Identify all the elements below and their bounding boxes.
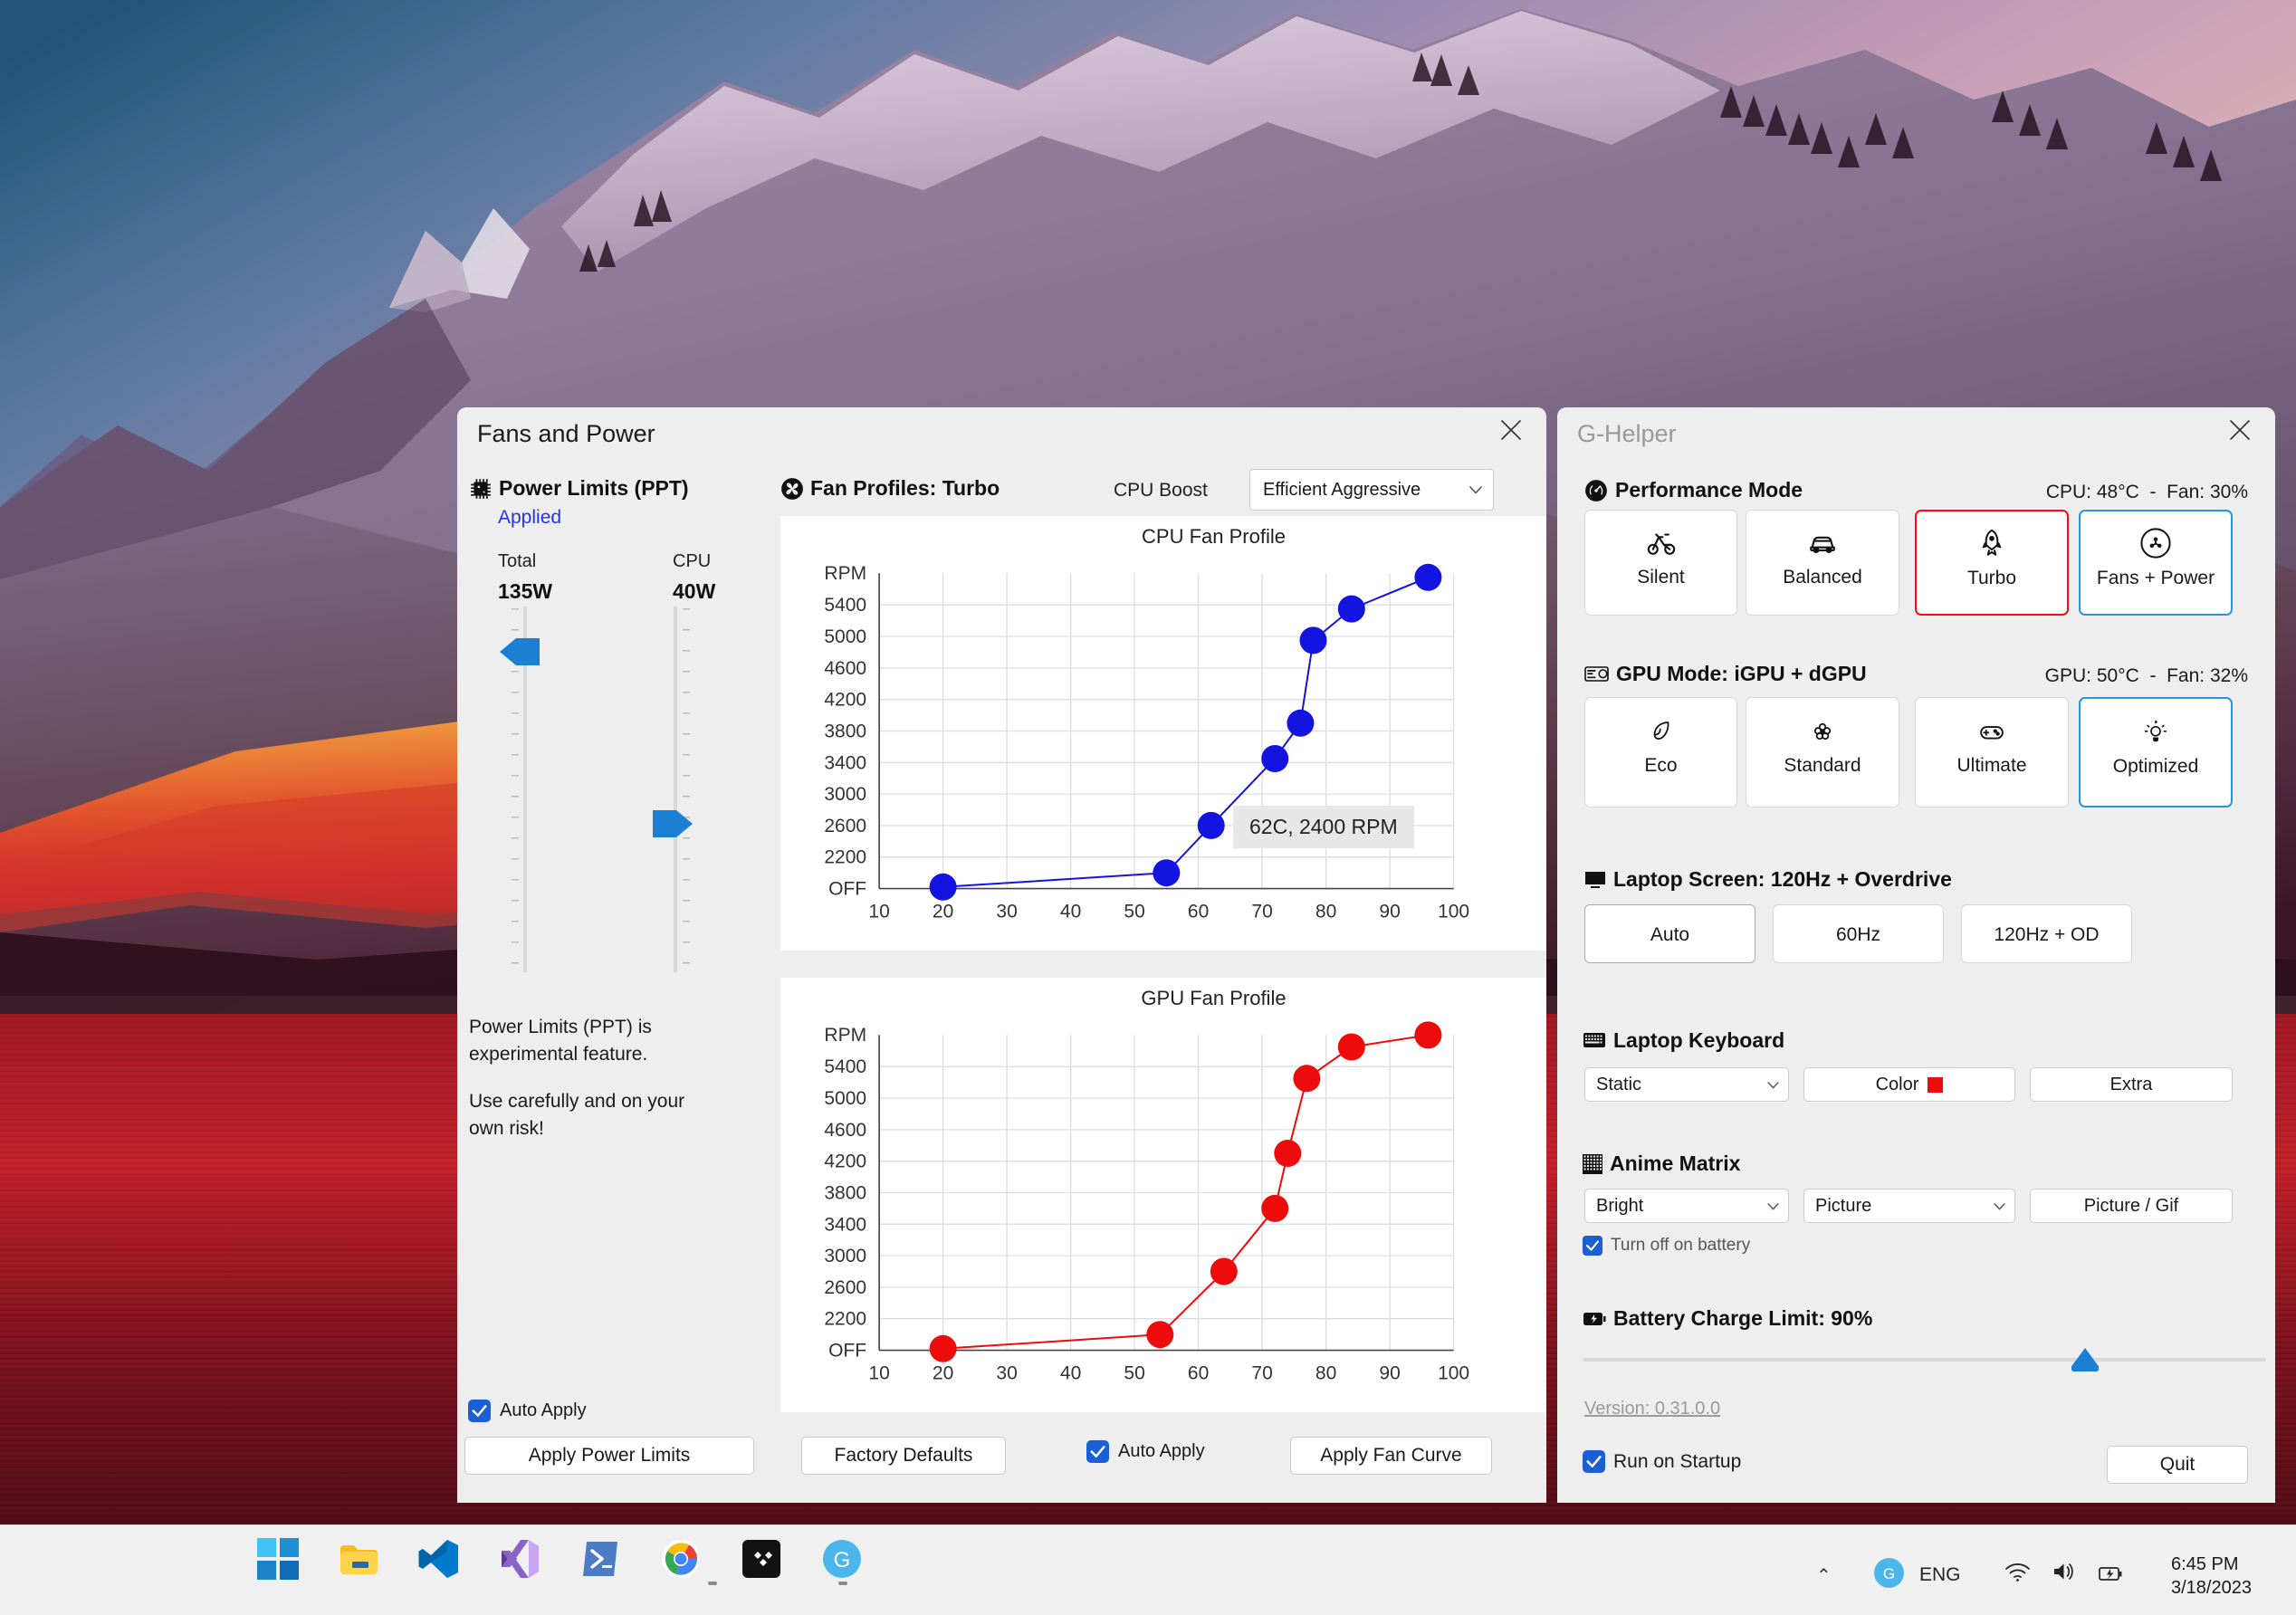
svg-text:30: 30 <box>996 1363 1017 1384</box>
svg-text:20: 20 <box>933 902 953 922</box>
svg-text:70: 70 <box>1251 1363 1272 1384</box>
svg-text:3000: 3000 <box>824 1246 866 1266</box>
svg-text:2200: 2200 <box>824 1309 866 1330</box>
svg-text:3800: 3800 <box>824 721 866 742</box>
svg-text:50: 50 <box>1124 902 1144 922</box>
svg-text:80: 80 <box>1315 902 1336 922</box>
svg-text:20: 20 <box>933 1363 953 1384</box>
svg-text:30: 30 <box>996 902 1017 922</box>
svg-text:60: 60 <box>1188 1363 1209 1384</box>
svg-text:50: 50 <box>1124 1363 1144 1384</box>
svg-text:5400: 5400 <box>824 595 866 616</box>
svg-text:80: 80 <box>1315 1363 1336 1384</box>
svg-text:70: 70 <box>1251 902 1272 922</box>
svg-text:4600: 4600 <box>824 658 866 679</box>
svg-text:10: 10 <box>868 902 889 922</box>
svg-text:4600: 4600 <box>824 1120 866 1141</box>
svg-text:3000: 3000 <box>824 784 866 805</box>
svg-text:OFF: OFF <box>828 1341 866 1362</box>
svg-text:4200: 4200 <box>824 1152 866 1172</box>
svg-text:90: 90 <box>1379 1363 1400 1384</box>
svg-text:40: 40 <box>1060 1363 1081 1384</box>
svg-text:RPM: RPM <box>824 1025 866 1046</box>
svg-text:60: 60 <box>1188 902 1209 922</box>
svg-text:G: G <box>1883 1565 1895 1582</box>
svg-text:100: 100 <box>1438 1363 1469 1384</box>
svg-text:3400: 3400 <box>824 1214 866 1235</box>
svg-text:G: G <box>834 1548 851 1572</box>
svg-text:10: 10 <box>868 1363 889 1384</box>
svg-text:5000: 5000 <box>824 1088 866 1109</box>
svg-text:RPM: RPM <box>824 563 866 584</box>
svg-text:90: 90 <box>1379 902 1400 922</box>
svg-text:2200: 2200 <box>824 847 866 868</box>
svg-text:GPU Fan Profile: GPU Fan Profile <box>1141 987 1286 1009</box>
svg-text:OFF: OFF <box>828 879 866 900</box>
svg-text:40: 40 <box>1060 902 1081 922</box>
svg-text:3400: 3400 <box>824 752 866 773</box>
svg-text:3800: 3800 <box>824 1183 866 1204</box>
svg-text:5000: 5000 <box>824 626 866 647</box>
svg-text:2600: 2600 <box>824 816 866 836</box>
svg-text:5400: 5400 <box>824 1056 866 1077</box>
svg-text:2600: 2600 <box>824 1277 866 1298</box>
svg-text:CPU Fan Profile: CPU Fan Profile <box>1142 525 1286 548</box>
svg-text:4200: 4200 <box>824 690 866 711</box>
svg-text:100: 100 <box>1438 902 1469 922</box>
